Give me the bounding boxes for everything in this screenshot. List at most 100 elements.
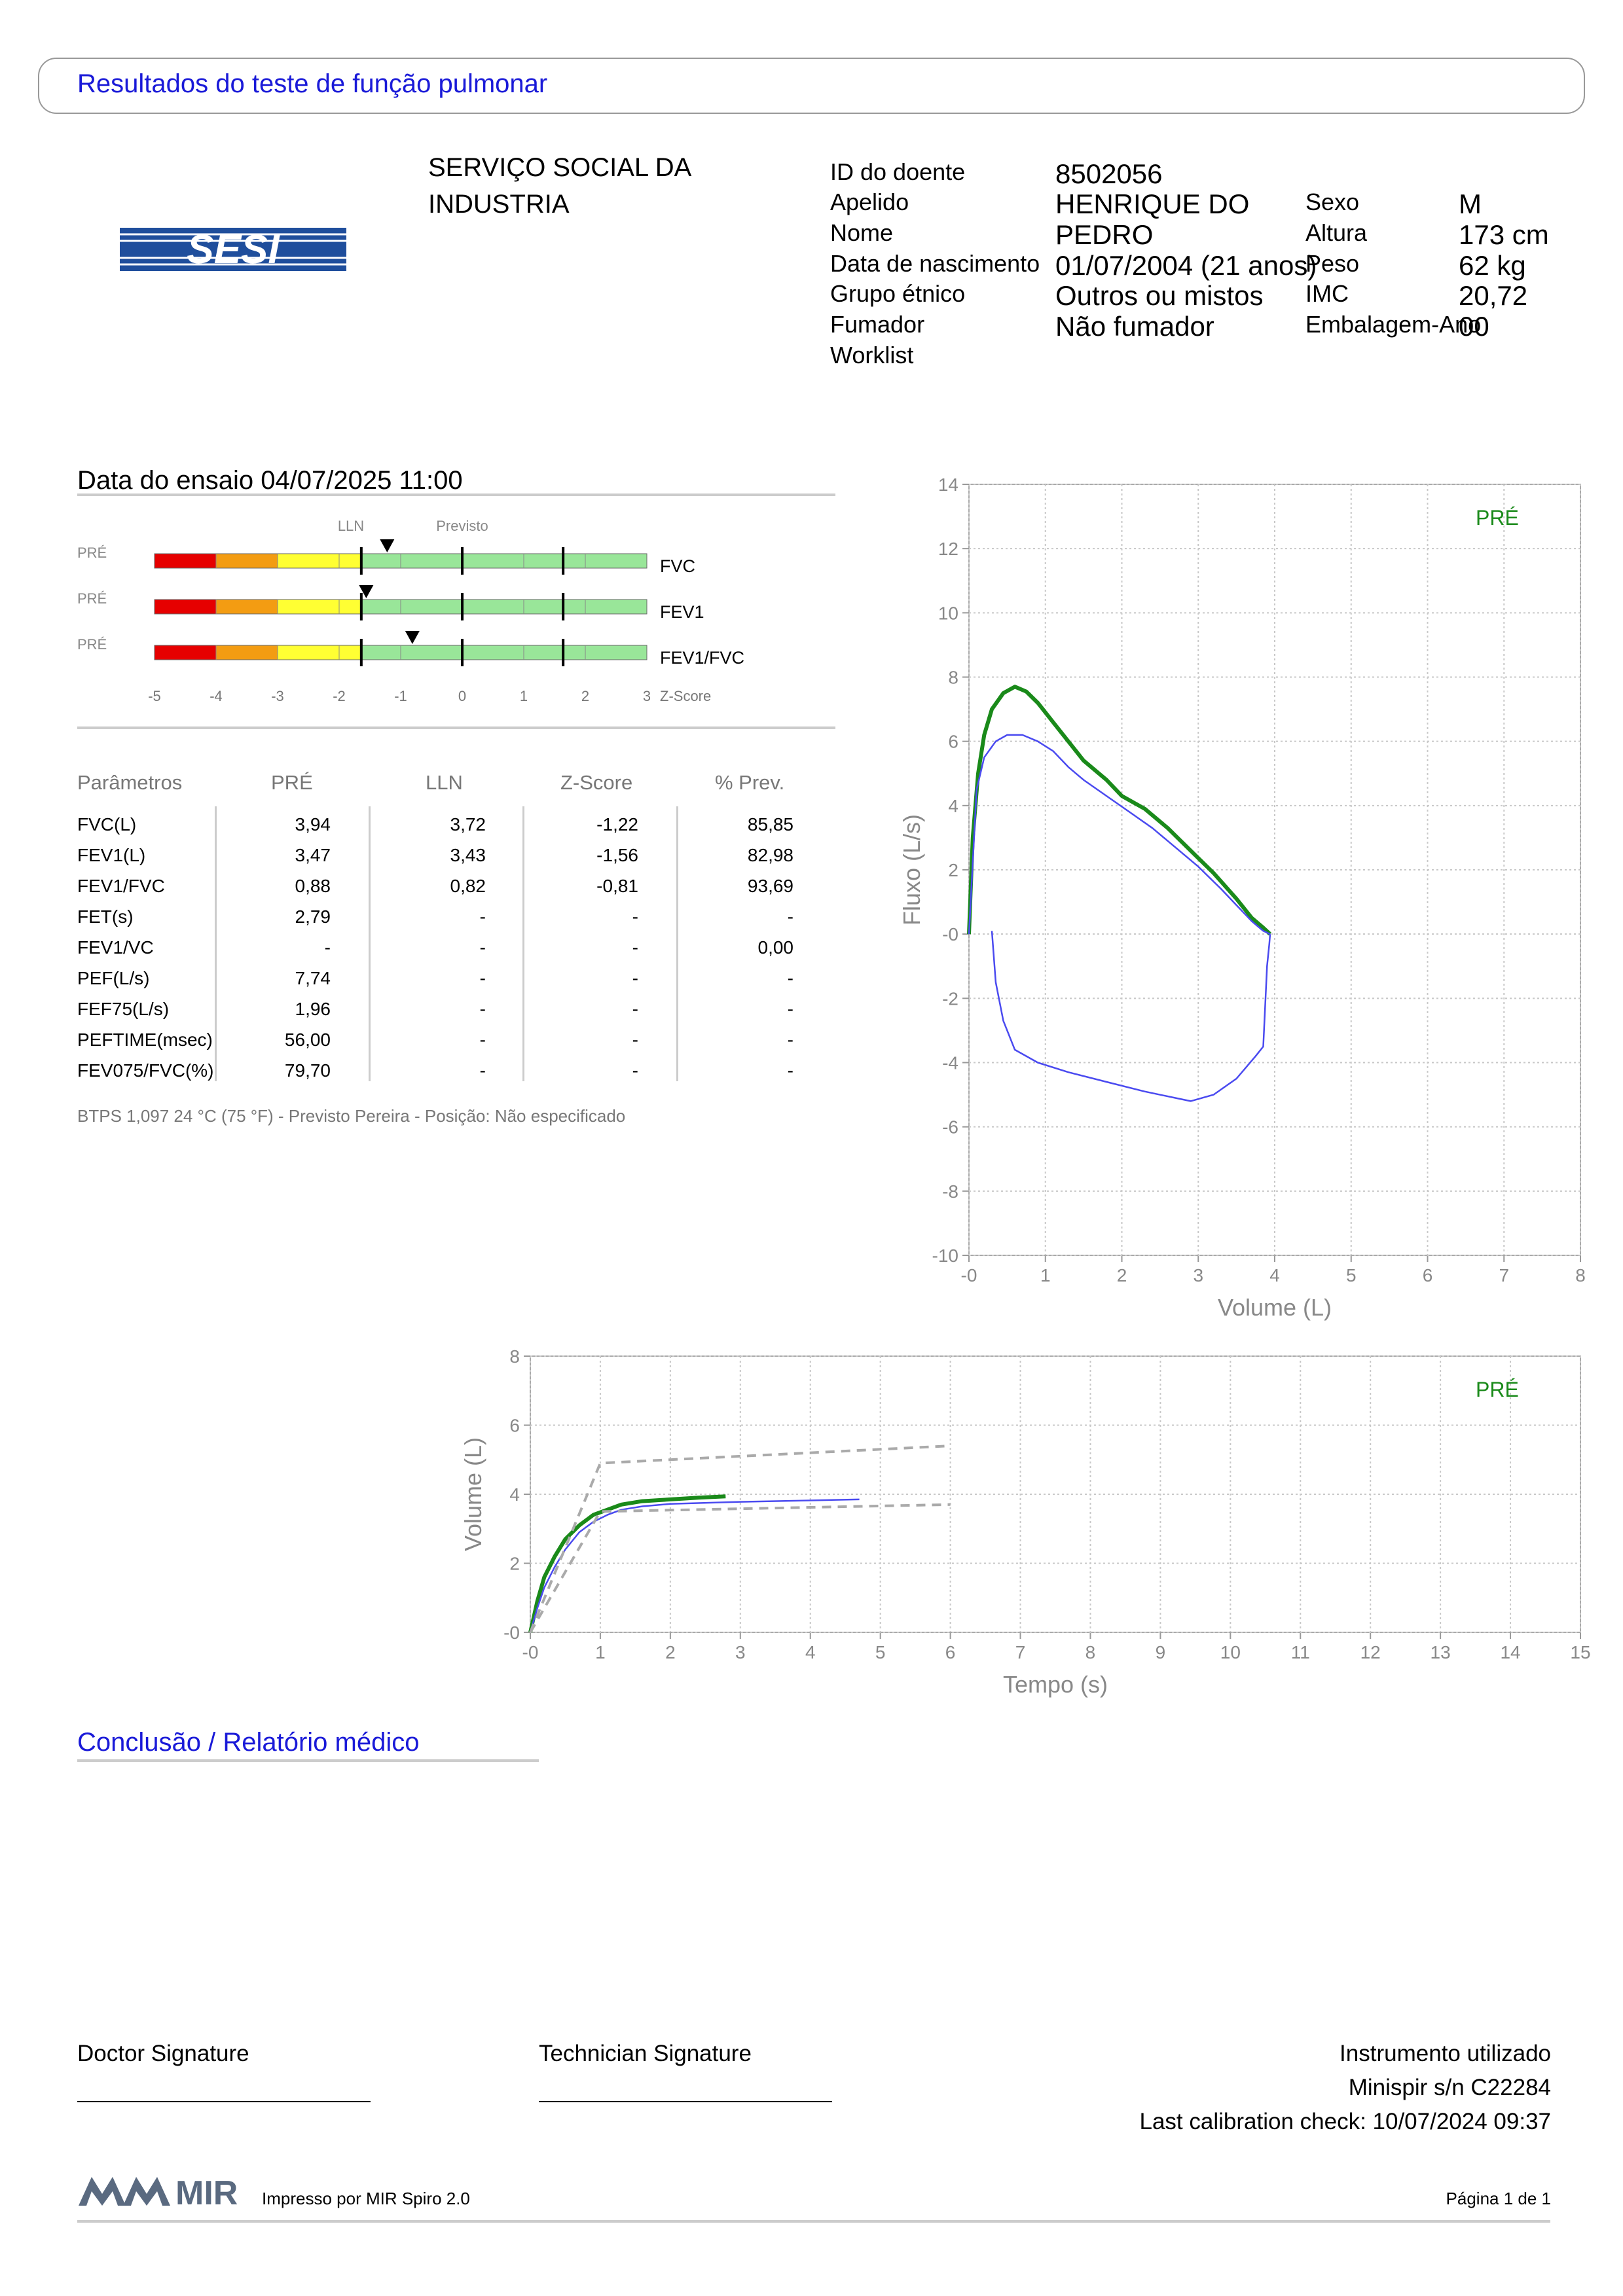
height-value: 173 cm	[1459, 219, 1549, 250]
report-title: Resultados do teste de função pulmonar	[77, 69, 548, 98]
table-cell: 93,69	[747, 876, 793, 896]
table-cell: 0,82	[450, 876, 486, 896]
table-cell: 85,85	[747, 814, 793, 834]
mir-logo-mark-2	[123, 2177, 170, 2206]
x-tick-label: -0	[961, 1265, 977, 1285]
col-divider	[215, 806, 217, 1081]
height-label: Altura	[1305, 219, 1368, 246]
table-cell: 0,88	[295, 876, 331, 896]
predicted-envelope-line	[529, 1444, 951, 1633]
zscore-pointer	[359, 585, 374, 598]
y-tick-label: 6	[509, 1416, 520, 1436]
instrument-model: Minispir s/n C22284	[1348, 2075, 1551, 2100]
y-tick-label: 12	[938, 539, 958, 559]
x-tick-label: 4	[1269, 1265, 1280, 1285]
col-header-pre: PRÉ	[271, 771, 313, 794]
table-cell: -1,56	[596, 845, 638, 865]
divider	[77, 493, 835, 496]
y-tick-label: -8	[942, 1181, 958, 1202]
y-tick-label: 2	[948, 860, 958, 880]
table-cell: -	[632, 906, 638, 927]
y-tick-label: 2	[509, 1554, 520, 1574]
x-tick-label: 7	[1499, 1265, 1509, 1285]
packyears-label: Embalagem-Ano	[1305, 311, 1482, 338]
instrument-title: Instrumento utilizado	[1340, 2041, 1551, 2066]
zscore-pointer	[380, 539, 395, 552]
worklist-label: Worklist	[830, 342, 914, 368]
zscore-tick: -5	[148, 688, 161, 704]
btps-footnote: BTPS 1,097 24 °C (75 °F) - Previsto Pere…	[77, 1106, 626, 1126]
patient-id-label: ID do doente	[830, 158, 966, 185]
table-cell: -0,81	[596, 876, 638, 896]
x-tick-label: 13	[1431, 1642, 1451, 1662]
table-row-label: FEV1(L)	[77, 845, 146, 865]
x-tick-label: 11	[1291, 1642, 1310, 1662]
trial-curve-line	[529, 1498, 860, 1633]
table-row-label: FET(s)	[77, 906, 134, 927]
parameters-table: Parâmetros PRÉ LLN Z-Score % Prev. FVC(L…	[0, 0, 851, 1113]
table-cell: -	[632, 968, 638, 988]
y-tick-label: 6	[948, 732, 958, 752]
table-cell: -	[787, 906, 793, 927]
x-axis-label: Volume (L)	[1218, 1294, 1332, 1321]
packyears-value: 00	[1459, 311, 1489, 342]
y-axis-label: Volume (L)	[460, 1437, 486, 1551]
zscore-tick: 3	[643, 688, 651, 704]
table-cell: -	[632, 937, 638, 958]
zscore-row-name: FVC	[660, 556, 695, 576]
x-tick-label: 1	[595, 1642, 606, 1662]
x-tick-label: 14	[1500, 1642, 1520, 1662]
bmi-value: 20,72	[1459, 280, 1528, 311]
x-tick-label: 6	[945, 1642, 956, 1662]
table-cell: 0,00	[757, 937, 794, 958]
zscore-tick: 0	[458, 688, 466, 704]
y-tick-label: -10	[932, 1246, 958, 1266]
technician-signature-label: Technician Signature	[539, 2041, 752, 2066]
table-cell: -	[787, 968, 793, 988]
table-cell: -	[787, 1060, 793, 1081]
zscore-row-tag: PRÉ	[77, 590, 107, 607]
zscore-tick: -2	[333, 688, 346, 704]
table-cell: 7,74	[295, 968, 331, 988]
y-tick-label: 4	[948, 796, 958, 816]
zscore-tick: -3	[271, 688, 284, 704]
table-cell: -	[632, 1060, 638, 1081]
table-cell: -	[632, 1030, 638, 1050]
ethnic-label: Grupo étnico	[830, 280, 966, 307]
zscore-row-tag: PRÉ	[77, 636, 107, 653]
doctor-signature-line[interactable]	[77, 2101, 371, 2102]
printed-by: Impresso por MIR Spiro 2.0	[262, 2189, 470, 2208]
dob-label: Data de nascimento	[830, 250, 1040, 277]
col-header-lln: LLN	[426, 771, 463, 794]
zscore-tick: 1	[520, 688, 528, 704]
sesi-logo-text: SESI	[187, 228, 280, 271]
calibration-check: Last calibration check: 10/07/2024 09:37	[1139, 2109, 1552, 2134]
surname-label: Apelido	[830, 188, 909, 215]
x-tick-label: 2	[665, 1642, 676, 1662]
bmi-label: IMC	[1305, 280, 1349, 307]
x-tick-label: 8	[1575, 1265, 1586, 1285]
x-tick-label: 15	[1570, 1642, 1590, 1662]
zscore-row-tag: PRÉ	[77, 545, 107, 561]
zscore-tick: -4	[210, 688, 223, 704]
organization-line2: INDUSTRIA	[428, 190, 570, 219]
trial-curve-line	[991, 931, 1271, 1102]
col-divider	[522, 806, 524, 1081]
zscore-row-name: FEV1/FVC	[660, 648, 744, 668]
technician-signature-line[interactable]	[539, 2101, 832, 2102]
divider	[77, 726, 835, 729]
zscore-tick: 2	[581, 688, 589, 704]
table-cell: 56,00	[284, 1030, 331, 1050]
table-cell: 2,79	[295, 906, 331, 927]
table-cell: -	[479, 1060, 486, 1081]
table-cell: -	[632, 999, 638, 1019]
table-cell: 1,96	[295, 999, 331, 1019]
flow-volume-chart: -0 1 2 3 4 5 6 7 8-10-8-6-4-2-02468101214Volume …	[898, 475, 1586, 1321]
x-tick-label: -0	[522, 1642, 539, 1662]
table-cell: 79,70	[284, 1060, 331, 1081]
x-tick-label: 12	[1360, 1642, 1381, 1662]
col-header-prev: % Prev.	[715, 771, 785, 794]
y-tick-label: -6	[942, 1117, 958, 1138]
x-tick-label: 4	[805, 1642, 816, 1662]
